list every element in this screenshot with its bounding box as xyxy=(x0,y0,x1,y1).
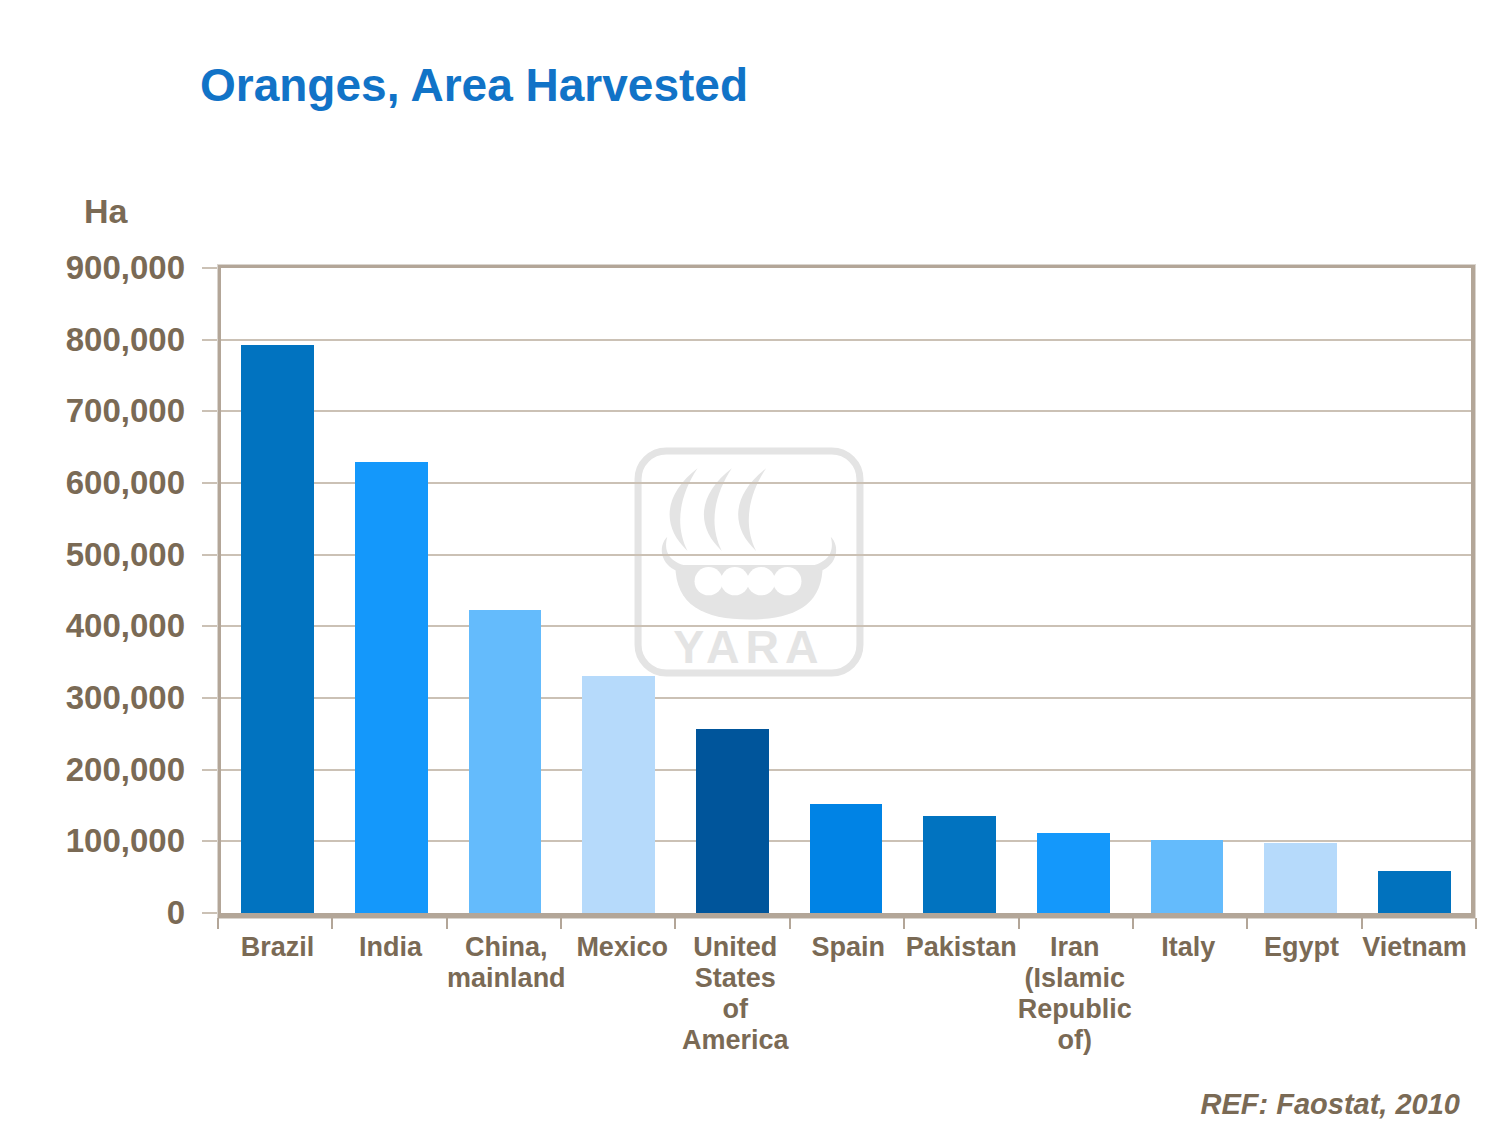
x-axis-tick xyxy=(560,918,562,929)
y-axis-tick xyxy=(202,697,218,699)
x-axis-tick xyxy=(1132,918,1134,929)
x-axis-tick xyxy=(1475,918,1477,929)
bar-slot xyxy=(335,268,449,913)
x-axis-label: Italy xyxy=(1132,932,1245,963)
x-axis-label: Brazil xyxy=(221,932,334,963)
y-axis-tick-labels: 0100,000200,000300,000400,000500,000600,… xyxy=(0,265,185,925)
y-tick-label: 900,000 xyxy=(0,249,185,287)
y-axis-tick xyxy=(202,769,218,771)
x-axis-tick xyxy=(789,918,791,929)
bar-slot xyxy=(903,268,1017,913)
y-axis-tick xyxy=(202,625,218,627)
bar-slot xyxy=(1130,268,1244,913)
bar-india xyxy=(355,462,428,913)
y-tick-label: 0 xyxy=(0,894,185,932)
x-axis-label: Pakistan xyxy=(905,932,1018,963)
y-axis-tick xyxy=(202,482,218,484)
y-axis-tick xyxy=(202,267,218,269)
x-axis-label: India xyxy=(334,932,447,963)
x-axis-tick xyxy=(1246,918,1248,929)
source-reference: REF: Faostat, 2010 xyxy=(1201,1088,1460,1121)
bar-egypt xyxy=(1264,843,1337,913)
bar-iran xyxy=(1037,833,1110,913)
x-axis-tick xyxy=(1361,918,1363,929)
bar-slot xyxy=(1016,268,1130,913)
x-axis-tick xyxy=(1018,918,1020,929)
x-axis-label: China, mainland xyxy=(447,932,566,994)
x-axis-tick xyxy=(674,918,676,929)
bar-slot xyxy=(789,268,903,913)
x-axis-label: Vietnam xyxy=(1358,932,1471,963)
y-tick-label: 700,000 xyxy=(0,392,185,430)
y-tick-label: 800,000 xyxy=(0,321,185,359)
bar-slot xyxy=(1244,268,1358,913)
x-axis-label: Egypt xyxy=(1245,932,1358,963)
slide: Oranges, Area Harvested Ha 0 100,000 200,0… xyxy=(0,0,1500,1126)
y-axis-unit-label: Ha xyxy=(84,192,127,231)
bar-china xyxy=(469,610,542,913)
x-axis-label: Spain xyxy=(792,932,905,963)
y-tick-label: 300,000 xyxy=(0,679,185,717)
bar-vietnam xyxy=(1378,871,1451,913)
bar-slot xyxy=(562,268,676,913)
chart-title: Oranges, Area Harvested xyxy=(200,58,748,112)
x-axis-label: United States of America xyxy=(679,932,792,1056)
y-tick-label: 600,000 xyxy=(0,464,185,502)
y-tick-label: 100,000 xyxy=(0,822,185,860)
y-axis-tick xyxy=(202,912,218,914)
bar-pakistan xyxy=(923,816,996,913)
y-axis-tick xyxy=(202,840,218,842)
bar-slot xyxy=(221,268,335,913)
plot-area: YARA xyxy=(218,265,1475,918)
x-axis-labels: BrazilIndiaChina, mainlandMexicoUnited S… xyxy=(221,932,1471,1056)
bar-united xyxy=(696,729,769,913)
bar-brazil xyxy=(241,345,314,913)
x-axis-tick xyxy=(331,918,333,929)
x-axis-label: Mexico xyxy=(566,932,679,963)
y-axis-tick xyxy=(202,554,218,556)
y-tick-label: 200,000 xyxy=(0,751,185,789)
x-axis-tick xyxy=(903,918,905,929)
x-axis-tick xyxy=(217,918,219,929)
x-axis-tick xyxy=(446,918,448,929)
y-tick-label: 400,000 xyxy=(0,607,185,645)
bars xyxy=(221,268,1471,913)
y-axis-tick xyxy=(202,410,218,412)
bar-mexico xyxy=(582,676,655,913)
y-tick-label: 500,000 xyxy=(0,536,185,574)
x-axis-label: Iran (Islamic Republic of) xyxy=(1018,932,1132,1056)
bar-slot xyxy=(676,268,790,913)
y-axis-tick xyxy=(202,339,218,341)
bar-italy xyxy=(1151,840,1224,913)
x-axis-ticks xyxy=(218,918,1476,930)
bar-spain xyxy=(810,804,883,913)
y-axis-ticks xyxy=(202,265,218,925)
bar-slot xyxy=(1357,268,1471,913)
bar-slot xyxy=(448,268,562,913)
